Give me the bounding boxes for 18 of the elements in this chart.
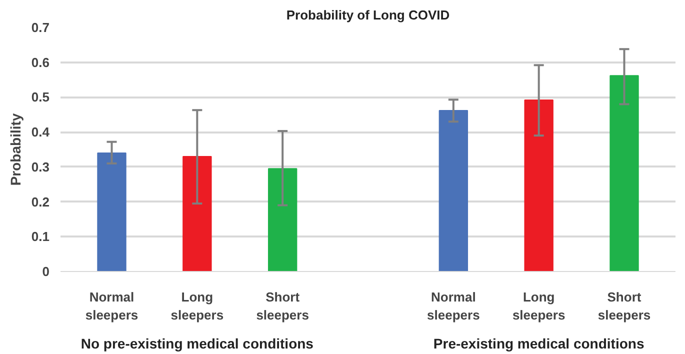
y-tick-label: 0.4: [31, 124, 50, 140]
y-tick-label: 0.7: [31, 20, 50, 35]
y-axis-title: Probability: [7, 113, 24, 186]
x-tick-label: Normal sleepers: [427, 290, 480, 322]
x-tick-label: Short sleepers: [598, 290, 651, 322]
y-tick-label: 0.1: [31, 229, 50, 244]
y-tick-label: 0.2: [31, 194, 50, 210]
text: Pre-existing medical conditions: [433, 336, 644, 352]
chart-title: Probability of Long COVID: [286, 8, 450, 22]
y-tick-label: 0: [42, 264, 50, 279]
x-tick-label: Short sleepers: [256, 290, 309, 322]
y-tick-label: 0.5: [31, 90, 50, 105]
y-tick-label: 0.6: [31, 54, 50, 70]
x-tick-label: Long sleepers: [170, 290, 224, 322]
x-tick-label: Normal sleepers: [85, 290, 138, 322]
x-tick-label: Long sleepers: [512, 290, 566, 322]
y-tick-label: 0.3: [31, 159, 50, 174]
text: No pre-existing medical conditions: [80, 336, 314, 352]
